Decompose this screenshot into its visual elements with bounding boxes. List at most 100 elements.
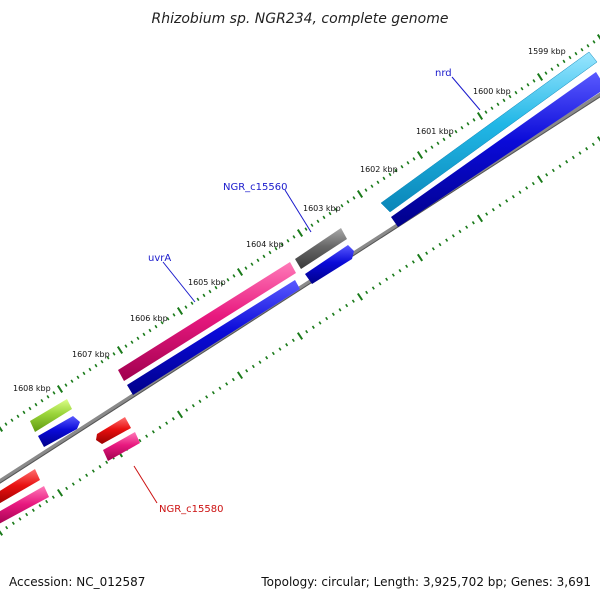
gene-ngr-c15580-pink[interactable]	[103, 432, 140, 461]
leader-nrd	[451, 76, 481, 111]
inner-minor-tick	[258, 360, 262, 364]
inner-minor-tick	[578, 151, 582, 155]
outer-minor-tick	[346, 200, 350, 204]
outer-minor-tick	[244, 266, 248, 270]
inner-minor-tick	[245, 369, 249, 373]
tick-label-1606: 1606 kbp	[130, 314, 168, 323]
genome-backbone-shade	[0, 96, 600, 484]
leader-ngr-c15560	[284, 189, 312, 233]
inner-minor-tick	[531, 181, 535, 186]
inner-minor-tick	[471, 221, 475, 225]
outer-minor-tick	[574, 51, 578, 56]
inner-minor-tick	[45, 499, 49, 504]
outer-minor-tick	[316, 219, 320, 224]
inner-minor-tick	[231, 377, 235, 382]
outer-minor-tick	[172, 313, 176, 317]
inner-minor-tick	[291, 338, 295, 343]
inner-minor-tick	[425, 251, 429, 255]
tick-label-1602: 1602 kbp	[360, 165, 398, 174]
outer-minor-tick	[514, 90, 518, 95]
gene-lime[interactable]	[30, 399, 72, 432]
outer-major-tick	[416, 151, 424, 159]
inner-minor-tick	[5, 525, 9, 530]
outer-minor-tick	[442, 137, 446, 142]
outer-minor-tick	[382, 176, 386, 181]
inner-major-tick	[356, 292, 364, 301]
inner-minor-tick	[25, 512, 29, 517]
inner-major-tick	[416, 253, 424, 262]
inner-minor-tick	[38, 504, 42, 508]
outer-minor-tick	[76, 375, 80, 380]
gene-uvra-body	[118, 262, 296, 381]
inner-minor-tick	[251, 364, 255, 369]
gene-label-ngr-c15580: NGR_c15580	[159, 504, 224, 515]
tick-label-1601: 1601 kbp	[416, 127, 454, 136]
inner-minor-tick	[485, 212, 489, 216]
gene-nrd[interactable]	[380, 51, 598, 213]
gene-nrd-cds[interactable]	[391, 72, 600, 227]
outer-minor-tick	[364, 188, 368, 192]
outer-minor-tick	[484, 110, 488, 114]
gene-left-red[interactable]	[0, 469, 40, 506]
outer-minor-tick	[274, 246, 278, 251]
outer-minor-tick	[268, 250, 272, 255]
gene-lime-cds[interactable]	[38, 416, 80, 447]
map-title: Rhizobium sp. NGR234, complete genome	[152, 11, 449, 27]
gene-uvra-cds[interactable]	[127, 280, 300, 395]
gene-ngr-c15560-cds[interactable]	[305, 245, 354, 284]
gene-ngr-c15560[interactable]	[295, 228, 347, 269]
gene-label-uvra: uvrA	[148, 253, 171, 264]
outer-minor-tick	[250, 262, 254, 266]
outer-minor-tick	[292, 235, 296, 239]
tick-label-1604: 1604 kbp	[246, 240, 284, 249]
outer-minor-tick	[34, 402, 38, 407]
outer-major-tick	[596, 34, 600, 40]
gene-uvra[interactable]	[118, 262, 296, 381]
outer-major-tick	[536, 73, 544, 81]
outer-minor-tick	[262, 254, 266, 259]
outer-minor-tick	[136, 336, 140, 341]
inner-minor-tick	[438, 242, 442, 247]
inner-minor-tick	[171, 417, 175, 421]
inner-major-tick	[176, 410, 184, 419]
gene-left-magenta[interactable]	[0, 486, 49, 526]
outer-minor-tick	[562, 59, 566, 64]
outer-minor-tick	[10, 418, 14, 422]
inner-minor-tick	[198, 399, 202, 404]
outer-minor-tick	[412, 157, 416, 161]
inner-minor-tick	[565, 160, 569, 164]
outer-minor-tick	[88, 367, 92, 372]
outer-minor-tick	[94, 363, 98, 368]
outer-minor-tick	[220, 281, 224, 286]
outer-minor-tick	[550, 67, 554, 71]
outer-minor-tick	[460, 125, 464, 130]
gene-lime-body	[30, 399, 72, 432]
outer-minor-tick	[202, 293, 206, 298]
inner-minor-tick	[191, 403, 195, 408]
outer-minor-tick	[496, 102, 500, 107]
gene-nrd-cds-arrow	[391, 72, 600, 227]
outer-minor-tick	[454, 129, 458, 134]
outer-minor-tick	[526, 83, 530, 87]
inner-minor-tick	[431, 247, 435, 251]
outer-minor-tick	[196, 297, 200, 302]
inner-minor-tick	[91, 469, 95, 473]
gene-left-magenta-body	[0, 486, 49, 524]
gene-label-nrd: nrd	[435, 68, 452, 79]
outer-minor-tick	[160, 320, 164, 325]
inner-minor-tick	[371, 286, 375, 290]
gene-lime-cds-arrow	[38, 416, 80, 447]
inner-minor-tick	[305, 329, 309, 334]
inner-minor-tick	[285, 343, 289, 347]
inner-minor-tick	[185, 408, 189, 412]
inner-minor-tick	[491, 207, 495, 212]
outer-major-tick	[176, 307, 184, 315]
gene-label-ngr-c15560: NGR_c15560	[223, 182, 288, 193]
inner-minor-tick	[391, 273, 395, 277]
outer-minor-tick	[334, 207, 338, 212]
outer-minor-tick	[28, 406, 32, 411]
inner-minor-tick	[31, 508, 35, 512]
tick-label-1608: 1608 kbp	[13, 384, 51, 393]
gene-ngr-c15580[interactable]	[96, 417, 131, 444]
outer-minor-tick	[400, 164, 404, 169]
